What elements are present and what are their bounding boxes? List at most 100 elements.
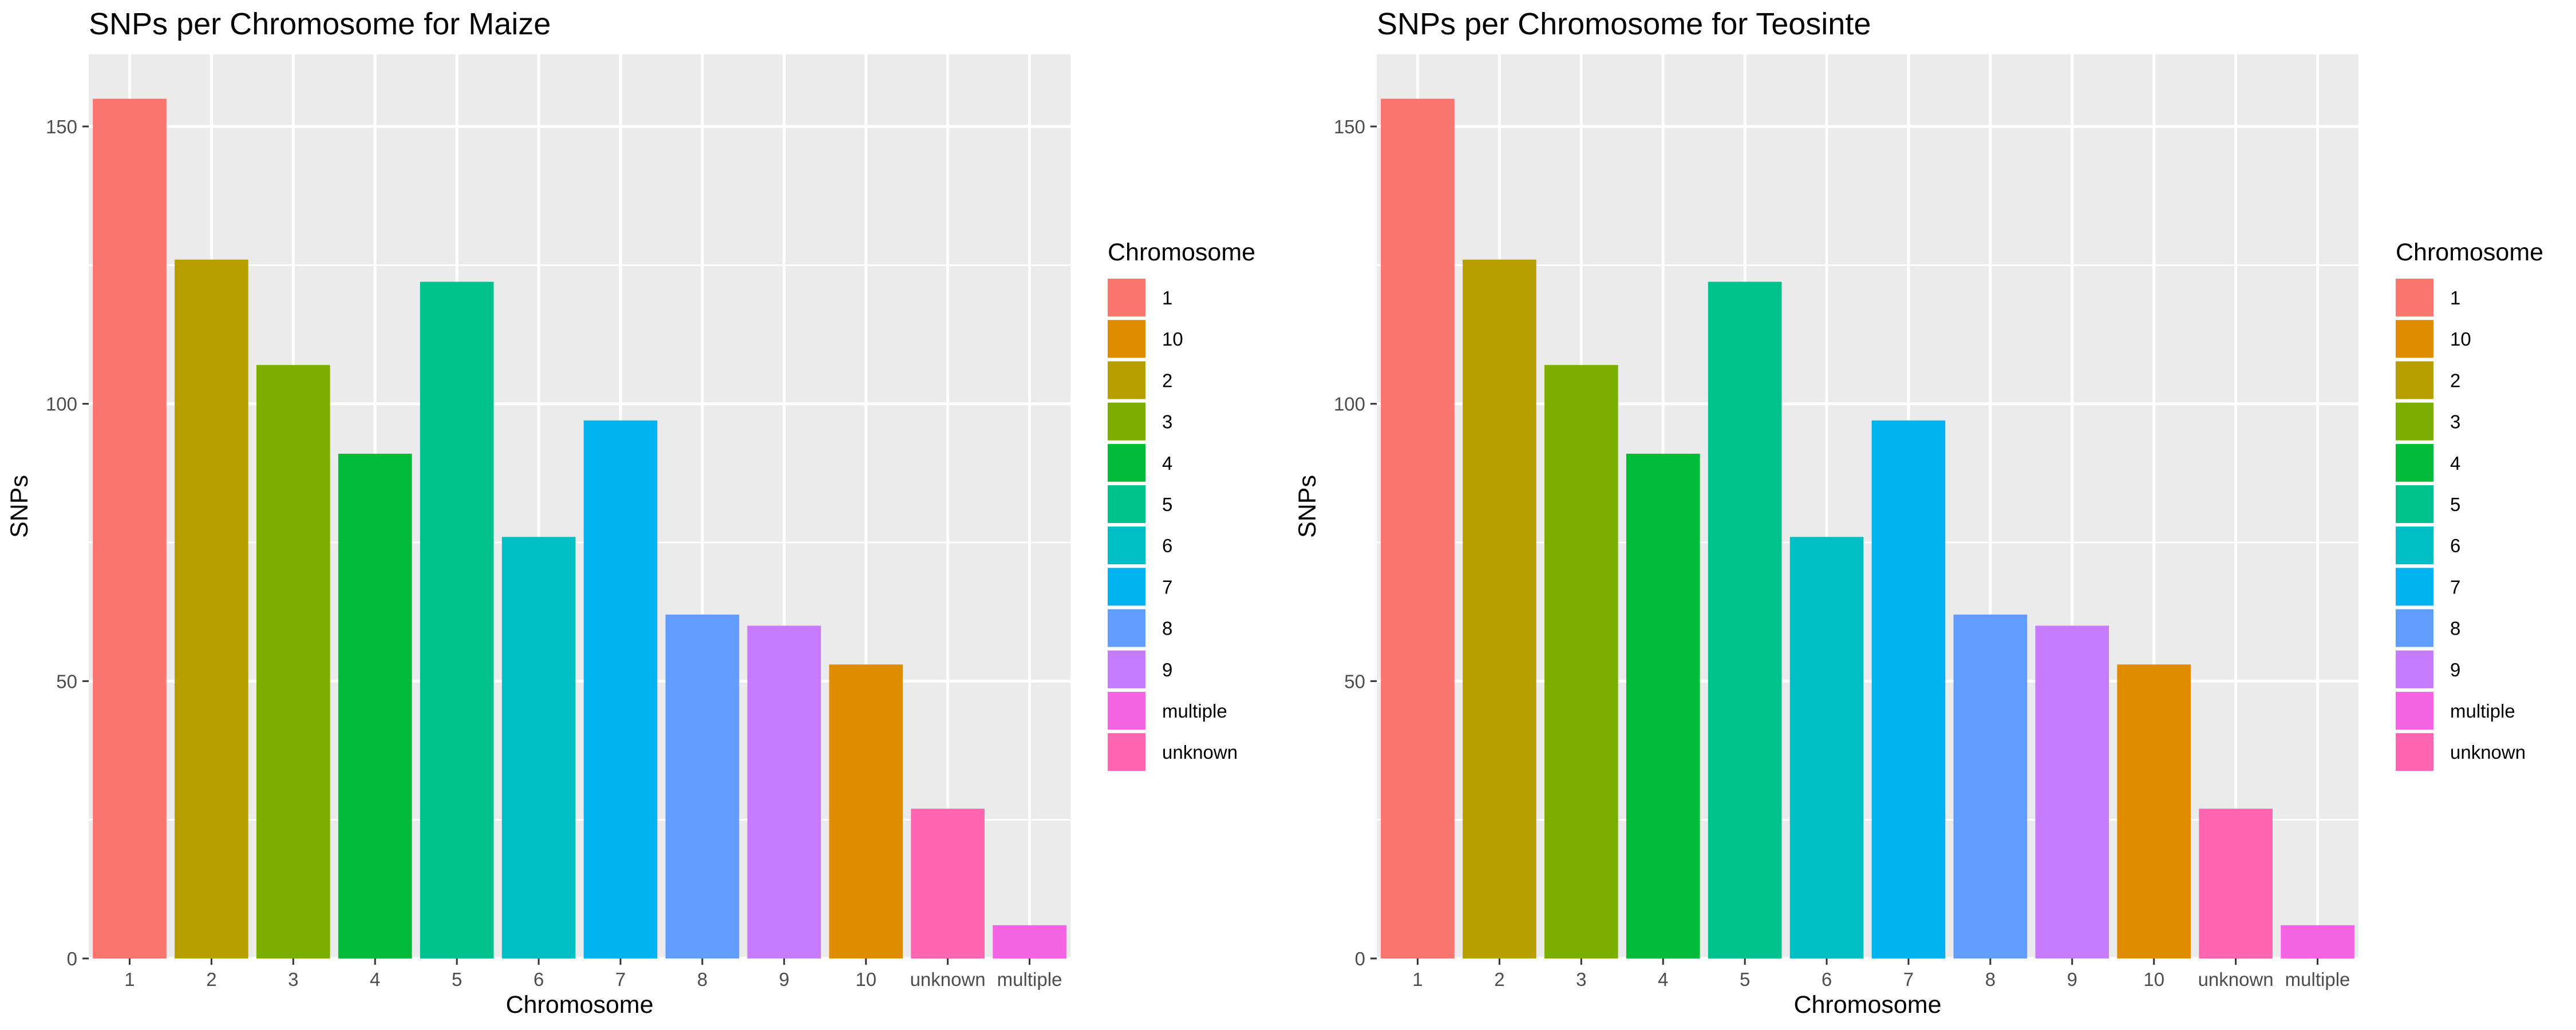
legend-key-5 (1108, 485, 1145, 523)
x-tick-label: 10 (2143, 969, 2164, 990)
x-tick-label: 4 (370, 969, 380, 990)
legend-label: 9 (1162, 659, 1172, 680)
bar-8 (1953, 615, 2028, 958)
bar-4 (1626, 453, 1700, 958)
chart-title: SNPs per Chromosome for Teosinte (1377, 7, 1871, 41)
legend-key-2 (2396, 361, 2433, 399)
x-tick-label: 9 (779, 969, 789, 990)
teosinte-chart: 0 50 100 150 1 2 3 4 5 6 7 8 9 10 unknown multiple SNPs … (1294, 7, 2543, 1019)
x-tick-label: 10 (855, 969, 876, 990)
legend-label: 3 (2450, 411, 2460, 433)
legend-label: 7 (1162, 576, 1172, 597)
legend-key-4 (2396, 443, 2433, 482)
bar-10 (2117, 664, 2191, 958)
legend-key-6 (1108, 526, 1145, 565)
legend-label: 10 (1162, 328, 1183, 350)
x-tick-label: 2 (1494, 969, 1504, 990)
legend-key-9 (2396, 650, 2433, 688)
legend-key-9 (1108, 650, 1145, 688)
x-tick-label: 1 (1412, 969, 1423, 990)
legend-label: 10 (2450, 328, 2471, 350)
x-tick-label: 1 (124, 969, 135, 990)
legend-key-6 (2396, 526, 2433, 565)
x-tick-label: unknown (2198, 969, 2274, 990)
legend-key-10 (2396, 320, 2433, 358)
y-axis-title: SNPs (1294, 475, 1321, 538)
bar-multiple (993, 925, 1066, 958)
x-tick-label: 3 (288, 969, 298, 990)
x-tick-label: multiple (997, 969, 1062, 990)
y-tick-label: 100 (1334, 394, 1365, 415)
legend-label: 1 (1162, 287, 1172, 308)
legend-label: multiple (2450, 700, 2515, 722)
bar-7 (1871, 420, 1946, 958)
y-tick-label: 50 (1344, 671, 1365, 692)
y-tick-label: 150 (1334, 116, 1365, 137)
legend-label: 8 (2450, 618, 2460, 639)
legend-key-5 (2396, 485, 2433, 523)
x-tick-label: 9 (2067, 969, 2077, 990)
legend-key-4 (1108, 443, 1145, 482)
bar-4 (338, 453, 412, 958)
legend-key-8 (2396, 609, 2433, 647)
x-tick-label: 5 (452, 969, 462, 990)
bar-9 (747, 625, 821, 958)
legend-key-3 (1108, 402, 1145, 441)
x-tick-label: multiple (2285, 969, 2350, 990)
x-tick-label: 8 (1985, 969, 1996, 990)
x-tick-label: 6 (534, 969, 544, 990)
plot-background (1377, 54, 2358, 958)
legend-label: 4 (2450, 453, 2460, 474)
y-tick-label: 0 (67, 948, 77, 969)
legend-key-unknown (1108, 733, 1145, 771)
maize-chart-panel: 0 50 100 150 1 2 3 4 5 6 7 8 9 10 unknown multiple SNPs … (6, 7, 1255, 1019)
legend-label: 7 (2450, 576, 2460, 597)
bar-6 (501, 537, 576, 958)
x-tick-label: unknown (910, 969, 986, 990)
legend-key-1 (1108, 279, 1145, 316)
legend-key-unknown (2396, 733, 2433, 771)
legend-label: 5 (1162, 494, 1172, 515)
x-tick-label: 3 (1576, 969, 1586, 990)
legend-label: 6 (1162, 535, 1172, 556)
chart-title: SNPs per Chromosome for Maize (89, 7, 551, 41)
bar-unknown (911, 809, 985, 958)
bar-10 (829, 664, 903, 958)
legend-key-7 (2396, 568, 2433, 606)
legend-label: 4 (1162, 453, 1172, 474)
bar-1 (93, 98, 167, 958)
x-tick-label: 8 (697, 969, 708, 990)
x-axis-title: Chromosome (1793, 991, 1941, 1019)
legend-label: 2 (1162, 370, 1172, 391)
legend-label: unknown (1162, 742, 1238, 763)
bar-unknown (2199, 809, 2273, 958)
bar-2 (175, 259, 248, 959)
bar-1 (1381, 98, 1455, 958)
x-tick-label: 5 (1740, 969, 1750, 990)
legend-label: multiple (1162, 700, 1227, 722)
x-tick-label: 2 (206, 969, 216, 990)
legend-label: 8 (1162, 618, 1172, 639)
legend-key-3 (2396, 402, 2433, 441)
legend-key-multiple (2396, 692, 2433, 730)
y-tick-label: 0 (1355, 948, 1365, 969)
legend-key-1 (2396, 279, 2433, 316)
y-tick-label: 150 (46, 116, 77, 137)
y-tick-label: 50 (56, 671, 77, 692)
legend-key-multiple (1108, 692, 1145, 730)
legend-label: unknown (2450, 742, 2526, 763)
legend-key-7 (1108, 568, 1145, 606)
bar-6 (1789, 537, 1864, 958)
x-tick-label: 4 (1658, 969, 1668, 990)
bar-3 (256, 365, 330, 959)
x-tick-label: 7 (615, 969, 626, 990)
bar-3 (1544, 365, 1618, 959)
x-tick-label: 7 (1903, 969, 1914, 990)
legend-key-10 (1108, 320, 1145, 358)
legend-label: 2 (2450, 370, 2460, 391)
legend-label: 1 (2450, 287, 2460, 308)
bar-8 (665, 615, 740, 958)
y-tick-label: 100 (46, 394, 77, 415)
maize-chart: 0 50 100 150 1 2 3 4 5 6 7 8 9 10 unknown multiple SNPs … (6, 7, 1255, 1019)
y-axis-title: SNPs (6, 475, 33, 538)
